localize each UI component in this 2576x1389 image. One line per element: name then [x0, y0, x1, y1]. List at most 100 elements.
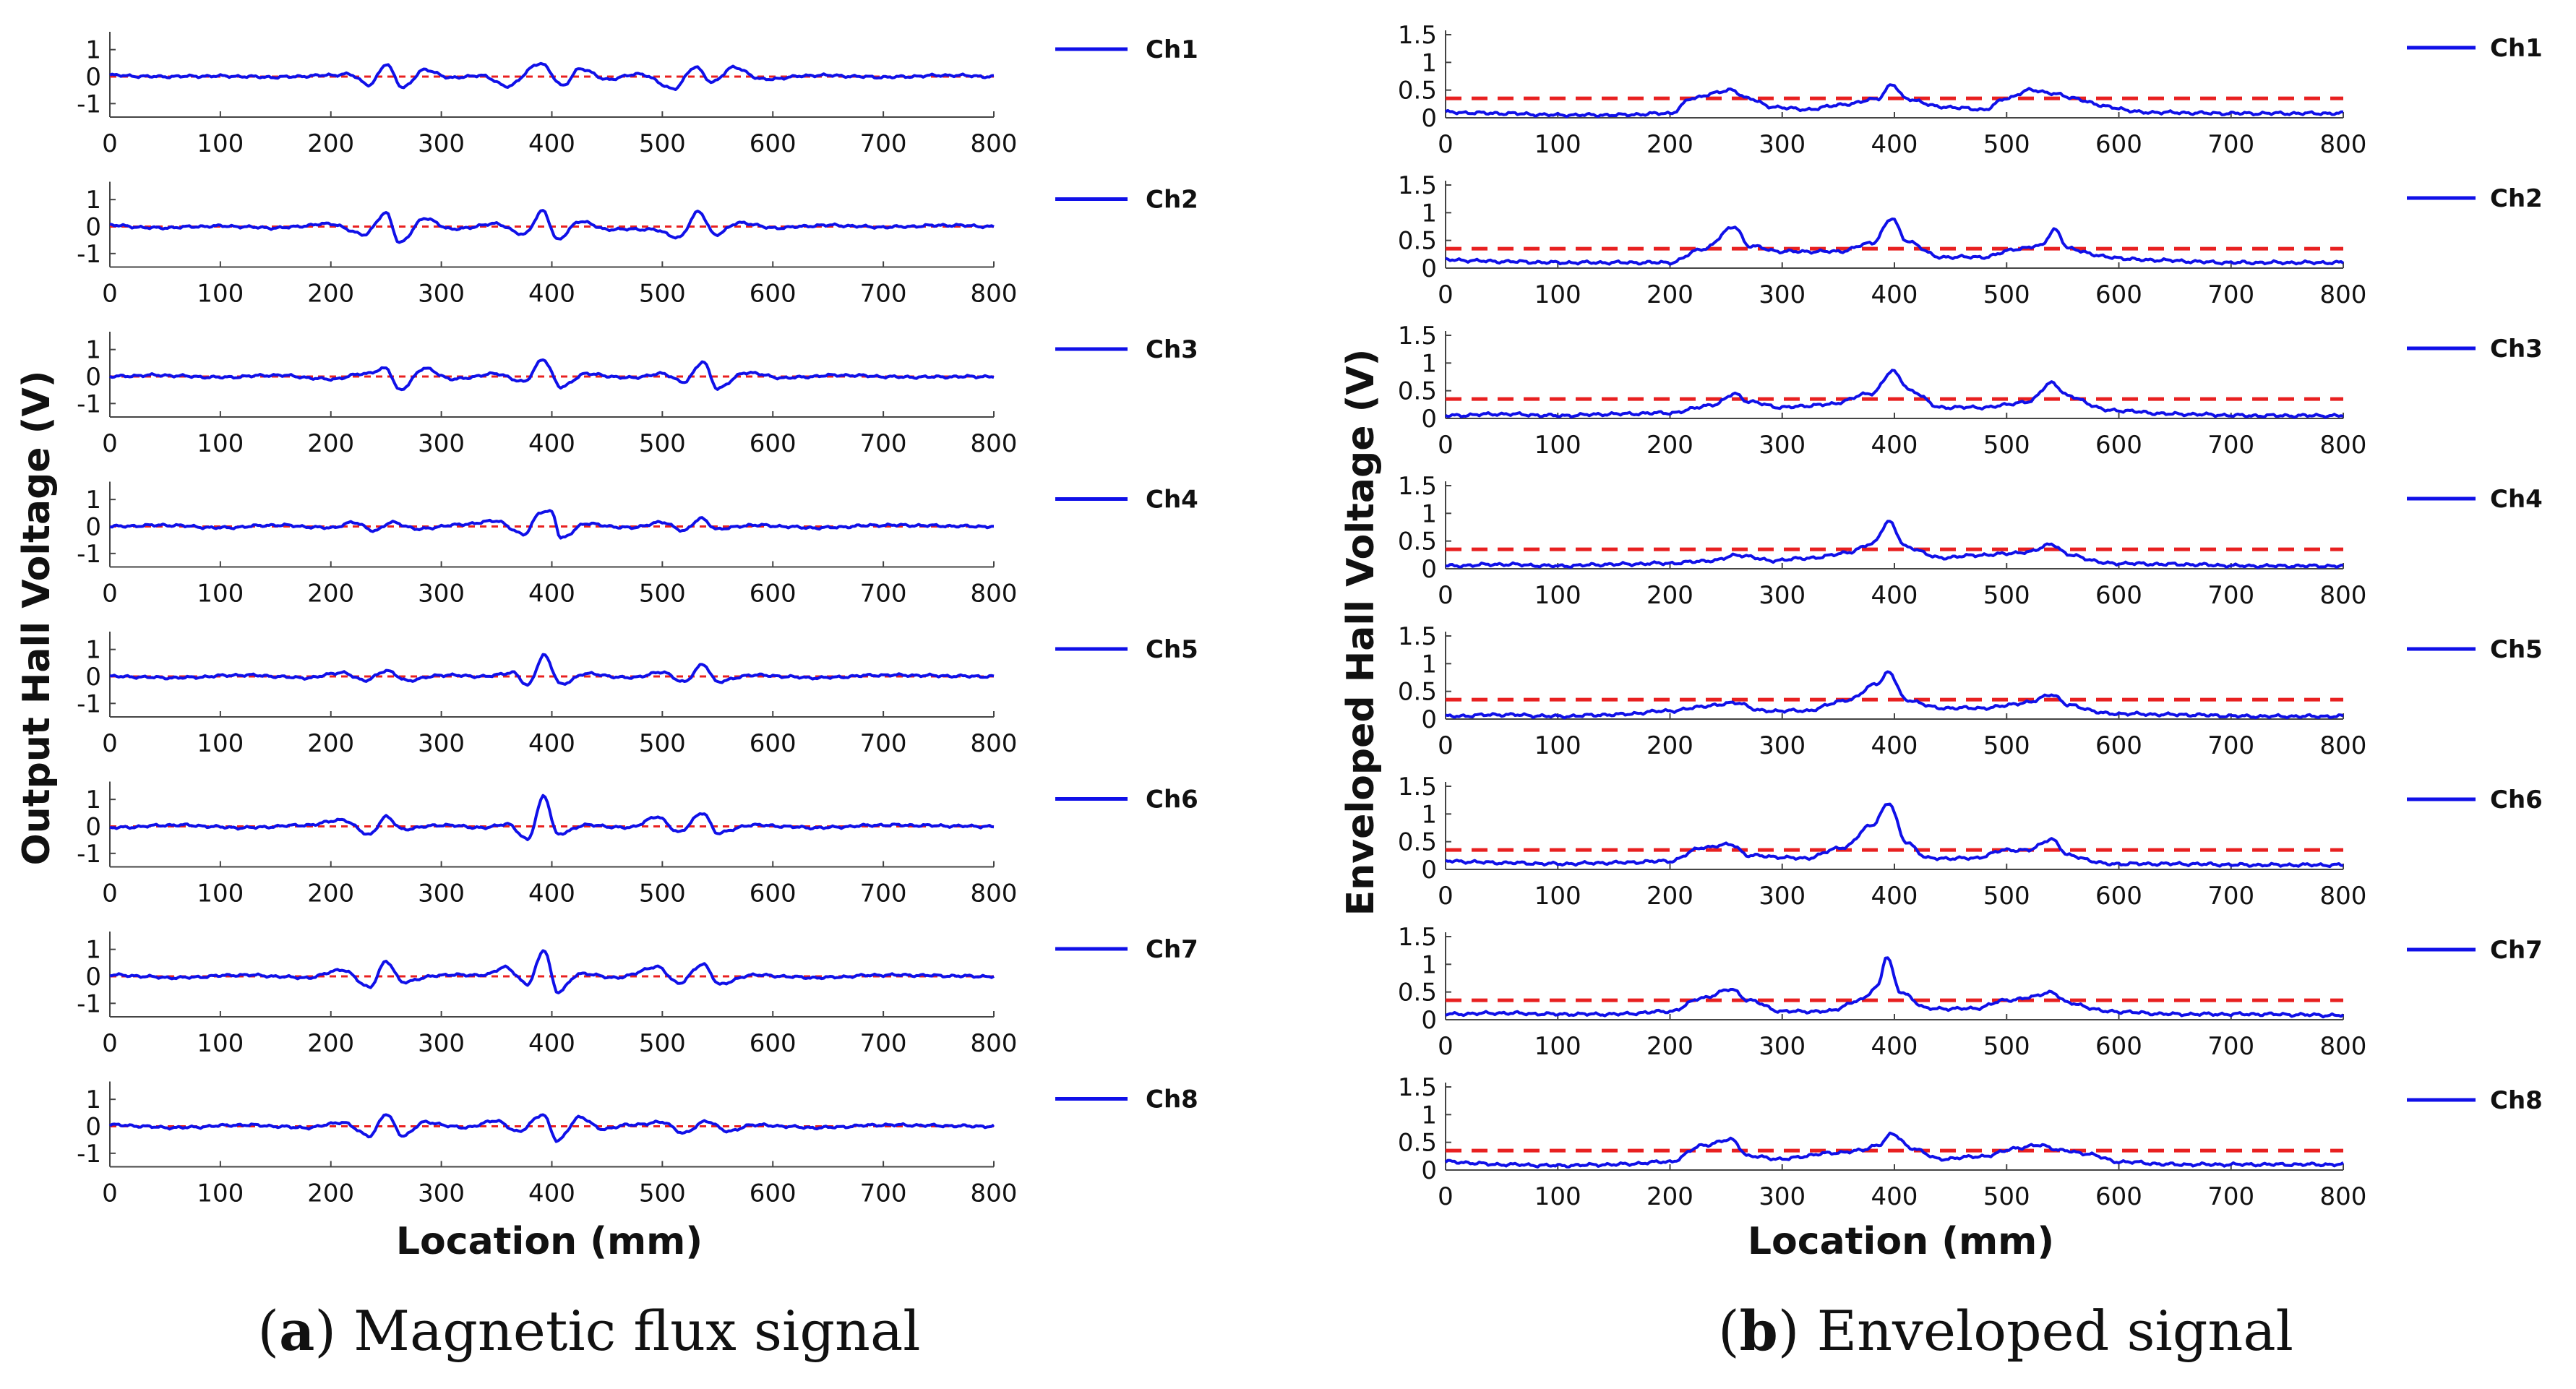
- y-tick-label: -1: [77, 390, 101, 418]
- x-tick-label: 800: [2320, 581, 2367, 610]
- x-tick-label: 400: [528, 129, 575, 158]
- x-tick-label: 700: [2207, 130, 2254, 159]
- x-tick-label: 300: [1759, 280, 1806, 309]
- panel-a-caption: (a) Magnetic flux signal: [257, 1299, 920, 1363]
- series-line-ch4: [1445, 520, 2344, 569]
- legend-label: Ch4: [2490, 485, 2543, 514]
- x-tick-label: 300: [1759, 431, 1806, 460]
- y-tick-label: 1: [85, 936, 101, 965]
- x-tick-label: 400: [1871, 731, 1918, 760]
- x-tick-label: 300: [1759, 882, 1806, 911]
- x-tick-label: 0: [102, 880, 118, 908]
- x-tick-label: 400: [1871, 280, 1918, 309]
- x-tick-label: 300: [418, 580, 465, 609]
- y-tick-label: 1: [1421, 800, 1437, 829]
- subplot-b-ch2: 1.510.500 100 200 300 400 500 600 700 800 Ch2: [1398, 171, 2543, 309]
- x-tick-label: 200: [307, 129, 354, 158]
- y-tick-label: 1: [1421, 48, 1437, 77]
- x-tick-label: 300: [1759, 581, 1806, 610]
- y-tick-label: 1: [85, 786, 101, 814]
- x-tick-label: 100: [1534, 731, 1581, 760]
- series-line-ch8: [1444, 1131, 2345, 1169]
- x-tick-label: 500: [639, 1179, 686, 1208]
- x-tick-label: 100: [197, 580, 244, 609]
- series-line-ch8: [108, 1113, 995, 1143]
- subplot-b-ch6: 1.510.500 100 200 300 400 500 600 700 800 Ch6: [1398, 773, 2543, 911]
- x-tick-label: 500: [1983, 280, 2030, 309]
- y-tick-label: 1.5: [1398, 472, 1437, 501]
- x-tick-label: 600: [750, 729, 797, 758]
- x-tick-label: 100: [1534, 431, 1581, 460]
- x-tick-label: 400: [1871, 431, 1918, 460]
- x-tick-label: 700: [2207, 731, 2254, 760]
- x-tick-label: 800: [971, 1179, 1018, 1208]
- x-tick-label: 0: [102, 580, 118, 609]
- y-tick-label: 0: [85, 1113, 101, 1142]
- y-tick-label: 0: [1421, 555, 1437, 584]
- legend-label: Ch7: [1146, 935, 1198, 964]
- x-tick-label: 600: [2095, 731, 2142, 760]
- x-tick-label: 700: [860, 129, 907, 158]
- x-tick-label: 700: [860, 1179, 907, 1208]
- x-tick-label: 500: [1983, 731, 2030, 760]
- legend-label: Ch7: [2490, 936, 2543, 965]
- x-tick-label: 300: [418, 1029, 465, 1058]
- panel-b-caption-letter: b: [1740, 1299, 1778, 1363]
- subplot-b-ch1: 1.510.500 100 200 300 400 500 600 700 800 Ch1: [1398, 21, 2543, 159]
- x-tick-label: 800: [971, 280, 1018, 309]
- x-tick-label: 300: [418, 280, 465, 309]
- x-tick-label: 700: [2207, 882, 2254, 911]
- x-tick-label: 500: [639, 280, 686, 309]
- x-tick-label: 100: [197, 129, 244, 158]
- x-tick-label: 0: [1438, 581, 1454, 610]
- x-tick-label: 800: [971, 729, 1018, 758]
- x-tick-label: 100: [197, 880, 244, 908]
- y-tick-label: -1: [77, 240, 101, 269]
- series-line-ch6: [1445, 802, 2344, 869]
- x-tick-label: 200: [1647, 882, 1693, 911]
- x-tick-label: 0: [1438, 280, 1454, 309]
- legend-label: Ch8: [2490, 1086, 2543, 1115]
- legend-label: Ch3: [2490, 335, 2543, 364]
- x-tick-label: 100: [197, 1029, 244, 1058]
- legend-label: Ch8: [1146, 1085, 1198, 1114]
- x-tick-label: 600: [2095, 882, 2142, 911]
- y-tick-label: 1: [1421, 199, 1437, 228]
- x-tick-label: 0: [102, 729, 118, 758]
- x-tick-label: 0: [102, 1029, 118, 1058]
- y-tick-label: 1.5: [1398, 21, 1437, 50]
- x-tick-label: 0: [102, 280, 118, 309]
- series-line-ch2: [109, 209, 995, 244]
- x-tick-label: 400: [528, 580, 575, 609]
- x-tick-label: 800: [2320, 130, 2367, 159]
- y-tick-label: 0: [85, 363, 101, 392]
- legend-label: Ch3: [1146, 335, 1198, 364]
- legend-label: Ch1: [1146, 35, 1198, 64]
- x-tick-label: 500: [639, 580, 686, 609]
- legend-label: Ch6: [2490, 786, 2543, 814]
- x-tick-label: 800: [2320, 882, 2367, 911]
- x-tick-label: 700: [2207, 431, 2254, 460]
- x-tick-label: 500: [639, 1029, 686, 1058]
- x-tick-label: 400: [1871, 581, 1918, 610]
- y-tick-label: 0.5: [1398, 979, 1437, 1007]
- x-tick-label: 100: [197, 729, 244, 758]
- x-tick-label: 500: [639, 129, 686, 158]
- x-tick-label: 600: [2095, 130, 2142, 159]
- x-tick-label: 500: [1983, 130, 2030, 159]
- x-tick-label: 700: [860, 729, 907, 758]
- x-tick-label: 800: [971, 580, 1018, 609]
- y-tick-label: -1: [77, 540, 101, 569]
- x-tick-label: 500: [639, 429, 686, 458]
- x-tick-label: 200: [307, 429, 354, 458]
- y-tick-label: 0.5: [1398, 377, 1437, 406]
- x-tick-label: 500: [639, 880, 686, 908]
- x-tick-label: 300: [1759, 1032, 1806, 1061]
- y-tick-label: 1.5: [1398, 322, 1437, 351]
- x-tick-label: 300: [418, 429, 465, 458]
- y-tick-label: -1: [77, 840, 101, 869]
- x-tick-label: 800: [2320, 280, 2367, 309]
- y-tick-label: 1: [85, 36, 101, 65]
